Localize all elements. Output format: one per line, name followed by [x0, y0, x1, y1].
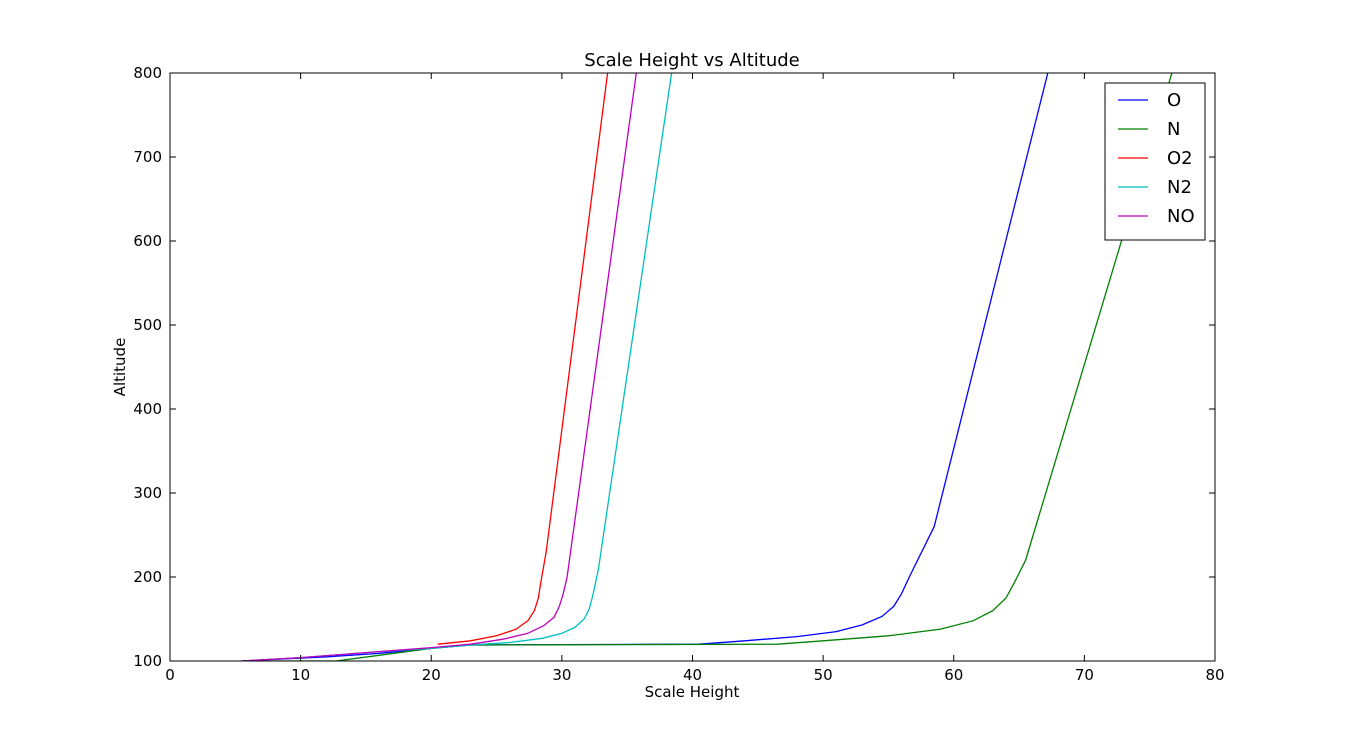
y-tick-label: 400: [133, 400, 162, 418]
x-tick-label: 0: [165, 666, 175, 684]
legend-label-no: NO: [1167, 206, 1195, 227]
x-tick-label: 50: [814, 666, 833, 684]
y-tick-label: 300: [133, 484, 162, 502]
axis-ticks: 0 10 20 30 40 50 60 70 80 100 200 300 400 500 600 700 80…: [133, 64, 1224, 684]
y-axis-label: Altitude: [111, 338, 129, 397]
legend: ON O2 N2 NO: [1104, 82, 1206, 241]
legend-label-o2: O2: [1167, 148, 1193, 169]
series-line-n: [241, 73, 1173, 661]
x-tick-label: 10: [291, 666, 310, 684]
legend-label-o: O: [1167, 90, 1181, 111]
x-tick-label: 20: [422, 666, 441, 684]
chart-title: Scale Height vs Altitude: [584, 50, 799, 71]
y-tick-label: 100: [133, 652, 162, 670]
plot-lines: [241, 73, 1173, 661]
x-tick-label: 60: [944, 666, 963, 684]
legend-label-n2: N2: [1167, 177, 1192, 198]
y-tick-label: 200: [133, 568, 162, 586]
y-tick-label: 600: [133, 232, 162, 250]
y-tick-label: 500: [133, 316, 162, 334]
series-line-o2: [437, 73, 609, 645]
legend-label-n: N: [1167, 119, 1180, 140]
x-tick-label: 70: [1075, 666, 1094, 684]
series-line-no: [241, 73, 637, 661]
y-tick-label: 800: [133, 64, 162, 82]
y-tick-label: 700: [133, 148, 162, 166]
x-axis-label: Scale Height: [645, 683, 740, 701]
series-line-o: [241, 73, 1049, 661]
x-tick-label: 30: [552, 666, 571, 684]
plot-frame: [169, 72, 1216, 662]
legend-box: [1104, 82, 1206, 241]
series-line-n2: [241, 73, 673, 661]
x-tick-label: 80: [1205, 666, 1224, 684]
x-tick-label: 40: [683, 666, 702, 684]
